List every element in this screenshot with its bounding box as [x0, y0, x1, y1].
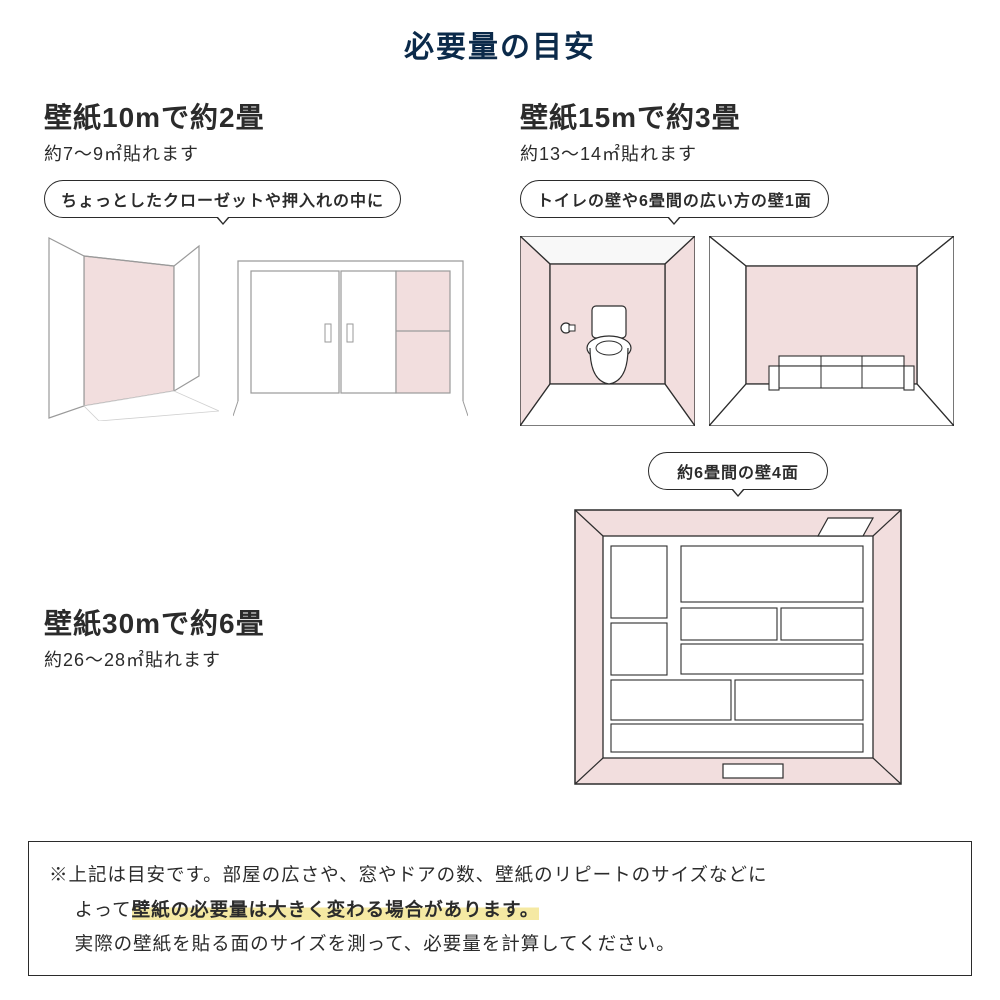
sub-30m: 約26〜28㎡貼れます — [44, 646, 480, 672]
headline-30m: 壁紙30mで約6畳 — [44, 602, 480, 642]
headline-10m: 壁紙10mで約2畳 — [44, 96, 480, 136]
room-6tatami-plan-icon — [573, 508, 903, 786]
cell-30m-illust: 約6畳間の壁4面 — [520, 452, 956, 786]
toilet-room-icon — [520, 236, 695, 426]
sub-15m: 約13〜14㎡貼れます — [520, 140, 956, 166]
bubble-10m: ちょっとしたクローゼットや押入れの中に — [44, 180, 401, 218]
note-line2-pre: よって — [49, 899, 132, 920]
note-line1: ※上記は目安です。部屋の広さや、窓やドアの数、壁紙のリピートのサイズなどに — [49, 864, 768, 885]
headline-15m: 壁紙15mで約3畳 — [520, 96, 956, 136]
cell-15m: 壁紙15mで約3畳 約13〜14㎡貼れます トイレの壁や6畳間の広い方の壁1面 — [520, 96, 956, 426]
room-one-wall-icon — [709, 236, 954, 426]
closet-open-icon — [44, 236, 219, 421]
title-text: 必要量の目安 — [404, 31, 596, 64]
cell-30m-text: 壁紙30mで約6畳 約26〜28㎡貼れます — [44, 452, 480, 786]
note-box: ※上記は目安です。部屋の広さや、窓やドアの数、壁紙のリピートのサイズなどに よっ… — [28, 841, 972, 976]
bubble-15m: トイレの壁や6畳間の広い方の壁1面 — [520, 180, 829, 218]
illust-15m — [520, 236, 956, 426]
sub-10m: 約7〜9㎡貼れます — [44, 140, 480, 166]
cell-10m: 壁紙10mで約2畳 約7〜9㎡貼れます ちょっとしたクローゼットや押入れの中に — [44, 96, 480, 426]
page-title: 必要量の目安 — [0, 0, 1000, 66]
closet-sliding-icon — [233, 236, 468, 421]
top-grid: 壁紙10mで約2畳 約7〜9㎡貼れます ちょっとしたクローゼットや押入れの中に — [0, 66, 1000, 426]
bubble-30m: 約6畳間の壁4面 — [648, 452, 828, 490]
section-30m: 壁紙30mで約6畳 約26〜28㎡貼れます 約6畳間の壁4面 — [0, 426, 1000, 786]
illust-10m — [44, 236, 480, 421]
note-line3: 実際の壁紙を貼る面のサイズを測って、必要量を計算してください。 — [49, 933, 676, 954]
note-line2-highlight: 壁紙の必要量は大きく変わる場合があります。 — [132, 899, 540, 920]
